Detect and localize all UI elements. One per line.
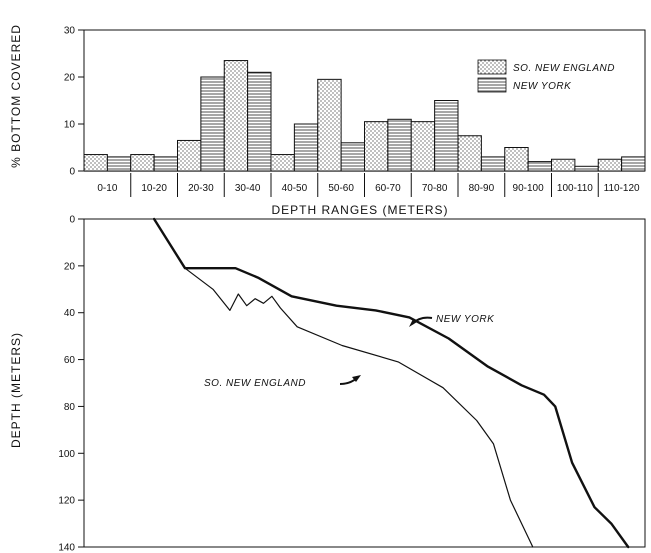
bar-y-tick-label: 20	[64, 73, 76, 84]
bar-new-york-110-120	[621, 156, 646, 172]
series-line-new-york	[152, 217, 630, 549]
bar-y-tick-label: 30	[64, 26, 76, 37]
bar-new-york-30-40	[247, 71, 272, 172]
bar-so-new-england-10-20	[130, 154, 155, 172]
bar-so-new-england-20-30	[177, 139, 202, 172]
bar-new-york-20-30	[200, 76, 225, 172]
bar-new-york-80-90	[480, 156, 506, 172]
category-label-80-90: 80-90	[469, 183, 495, 194]
bottom-coverage-bar-chart: 0-10 10-20 20-30 30-40 40-50 50-60 60-70 70-80 8…	[9, 24, 646, 217]
category-label-30-40: 30-40	[235, 183, 261, 194]
bar-chart-legend: SO. NEW ENGLAND NEW YORK	[477, 59, 615, 93]
line-y-tick-label: 60	[64, 355, 76, 366]
new-york-arrowhead-icon	[409, 319, 417, 327]
category-label-70-80: 70-80	[422, 183, 448, 194]
legend-label-so-new-england: SO. NEW ENGLAND	[513, 63, 615, 74]
legend-label-new-york: NEW YORK	[513, 81, 572, 92]
bar-chart-x-axis-label: DEPTH RANGES (METERS)	[271, 203, 448, 217]
legend-swatch-so-new-england	[477, 59, 507, 75]
bar-so-new-england-70-80	[410, 121, 436, 172]
category-label-90-100: 90-100	[513, 183, 545, 194]
bar-y-tick-label: 10	[64, 120, 76, 131]
bar-so-new-england-50-60	[317, 78, 342, 172]
so-new-england-arrowhead-icon	[352, 375, 361, 382]
bar-so-new-england-90-100	[504, 147, 529, 172]
bar-new-york-0-10	[106, 156, 132, 172]
bar-so-new-england-80-90	[457, 135, 482, 172]
line-chart-y-ticks: 0 20 40 60 80 100 120 140	[58, 215, 84, 553]
bar-chart-y-ticks: 0 10 20 30	[64, 26, 84, 178]
legend-swatch-new-york	[477, 77, 507, 93]
series-label-new-york: NEW YORK	[436, 314, 495, 325]
line-y-tick-label: 120	[58, 496, 75, 507]
bar-new-york-40-50	[293, 123, 319, 172]
bar-new-york-90-100	[527, 161, 552, 172]
bar-chart-bars	[83, 60, 646, 172]
bar-y-tick-label: 0	[69, 167, 75, 178]
bar-so-new-england-0-10	[83, 154, 108, 172]
line-y-tick-label: 0	[69, 215, 75, 226]
category-label-60-70: 60-70	[375, 183, 401, 194]
category-label-100-110: 100-110	[557, 183, 593, 194]
line-chart-frame	[83, 218, 646, 548]
category-label-40-50: 40-50	[282, 183, 308, 194]
line-chart-axes	[83, 218, 646, 548]
line-y-tick-label: 40	[64, 308, 76, 319]
bar-new-york-10-20	[153, 156, 178, 172]
bar-so-new-england-40-50	[270, 154, 295, 172]
line-y-tick-label: 100	[58, 449, 75, 460]
bar-new-york-100-110	[574, 165, 599, 172]
line-y-tick-label: 20	[64, 261, 76, 272]
series-label-so-new-england: SO. NEW ENGLAND	[204, 378, 306, 389]
bar-chart-category-labels: 0-10 10-20 20-30 30-40 40-50 50-60 60-70 70-80 8…	[97, 173, 640, 197]
bar-so-new-england-60-70	[364, 121, 389, 172]
depth-profile-line-chart: 0 20 40 60 80 100 120 140 DEPTH (METERS) NEW YO…	[9, 215, 646, 553]
category-label-20-30: 20-30	[188, 183, 214, 194]
category-label-0-10: 0-10	[97, 183, 117, 194]
category-label-10-20: 10-20	[141, 183, 167, 194]
bar-so-new-england-110-120	[597, 158, 623, 172]
line-chart-y-axis-label: DEPTH (METERS)	[9, 332, 23, 448]
line-y-tick-label: 80	[64, 402, 76, 413]
bar-new-york-60-70	[387, 118, 412, 172]
bar-so-new-england-100-110	[551, 158, 576, 172]
bar-new-york-50-60	[340, 142, 365, 172]
bar-so-new-england-30-40	[223, 60, 249, 172]
category-label-110-120: 110-120	[604, 183, 640, 194]
series-line-so-new-england	[153, 218, 534, 548]
bar-new-york-70-80	[434, 100, 459, 172]
line-y-tick-label: 140	[58, 543, 75, 553]
category-label-50-60: 50-60	[328, 183, 354, 194]
bar-chart-y-axis-label: % BOTTOM COVERED	[9, 24, 23, 168]
line-chart-series	[152, 217, 630, 549]
